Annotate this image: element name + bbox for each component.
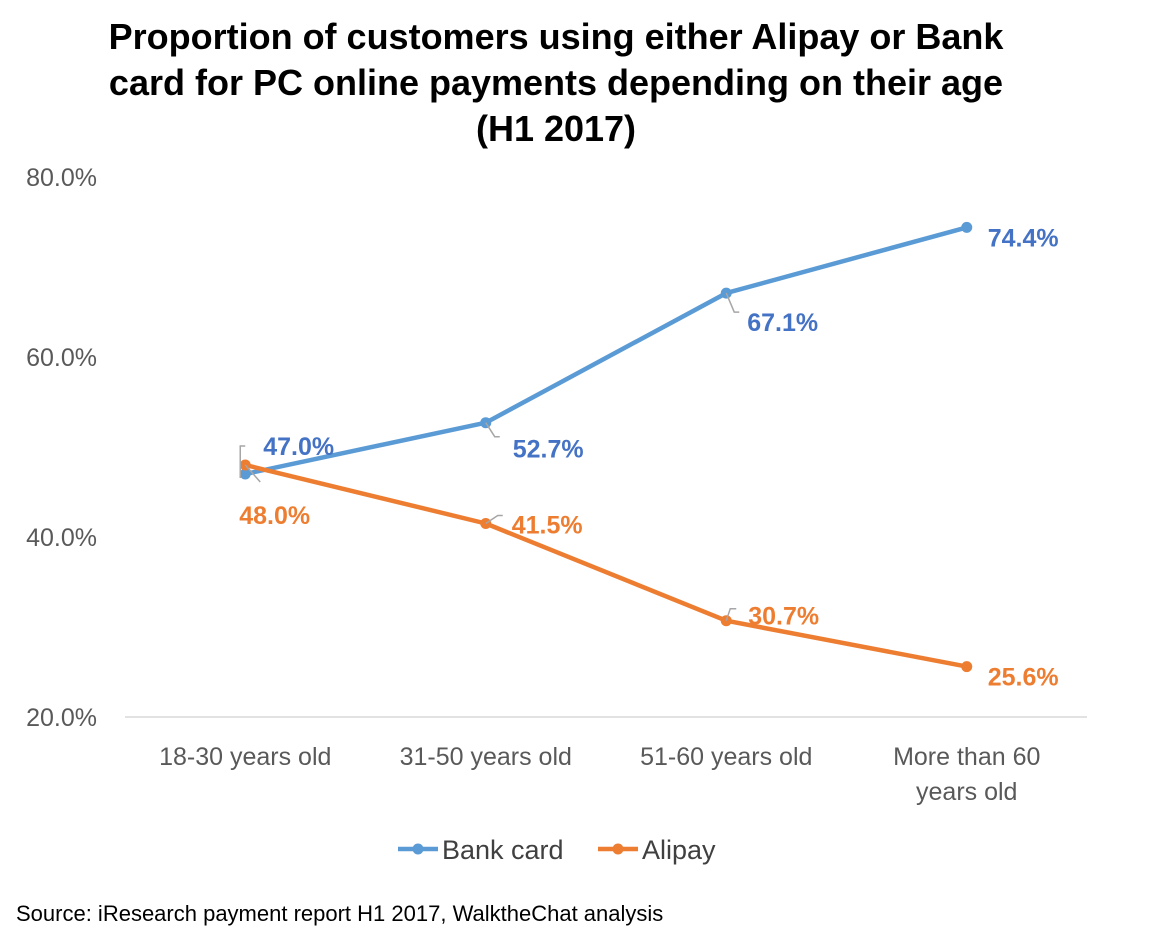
x-axis: 18-30 years old 31-50 years old 51-60 year… bbox=[159, 743, 1040, 806]
y-tick-label: 80.0% bbox=[26, 164, 97, 192]
legend-swatch-marker bbox=[412, 843, 424, 855]
data-label: 67.1% bbox=[747, 309, 818, 337]
data-label: 25.6% bbox=[988, 664, 1059, 692]
x-tick-label: 51-60 years old bbox=[640, 743, 812, 771]
series-line bbox=[243, 225, 969, 477]
leader-line bbox=[485, 422, 500, 438]
series-line bbox=[243, 462, 969, 669]
data-point bbox=[961, 661, 973, 673]
data-label: 52.7% bbox=[513, 436, 584, 464]
leader-line bbox=[725, 607, 737, 621]
y-axis: 20.0% 40.0% 60.0% 80.0% bbox=[26, 164, 97, 732]
data-point bbox=[961, 221, 973, 233]
data-label: 41.5% bbox=[512, 512, 583, 540]
x-tick-label: years old bbox=[916, 778, 1017, 806]
chart-title: Proportion of customers using either Ali… bbox=[0, 14, 1112, 152]
legend-label: Bank card bbox=[442, 835, 564, 865]
data-label: 48.0% bbox=[239, 502, 310, 530]
legend-label: Alipay bbox=[642, 835, 716, 865]
chart-title-line-1: Proportion of customers using either Ali… bbox=[108, 16, 1004, 57]
leader-lines bbox=[239, 292, 740, 621]
x-tick-label: More than 60 bbox=[893, 743, 1040, 771]
data-label: 47.0% bbox=[263, 433, 334, 461]
chart-title-line-2: card for PC online payments depending on… bbox=[108, 62, 1004, 103]
data-label: 30.7% bbox=[748, 603, 819, 631]
data-labels: 47.0% 52.7% 67.1% 74.4% 48.0% 41.5% 30.7% 25.6% bbox=[239, 224, 1058, 691]
data-label: 74.4% bbox=[988, 224, 1059, 252]
y-tick-label: 60.0% bbox=[26, 344, 97, 372]
leader-line bbox=[244, 464, 261, 483]
source-note: Source: iResearch payment report H1 2017… bbox=[16, 901, 664, 926]
y-tick-label: 20.0% bbox=[26, 704, 97, 732]
x-tick-label: 31-50 years old bbox=[400, 743, 572, 771]
x-tick-label: 18-30 years old bbox=[159, 743, 331, 771]
data-point bbox=[239, 468, 251, 480]
leader-line bbox=[239, 445, 246, 478]
leader-line bbox=[725, 292, 740, 313]
chart-title-line-3: (H1 2017) bbox=[475, 108, 637, 149]
y-tick-label: 40.0% bbox=[26, 524, 97, 552]
leader-line bbox=[485, 514, 503, 525]
legend-swatch-marker bbox=[612, 843, 624, 855]
series-lines bbox=[239, 221, 973, 673]
legend: Bank card Alipay bbox=[398, 835, 716, 865]
